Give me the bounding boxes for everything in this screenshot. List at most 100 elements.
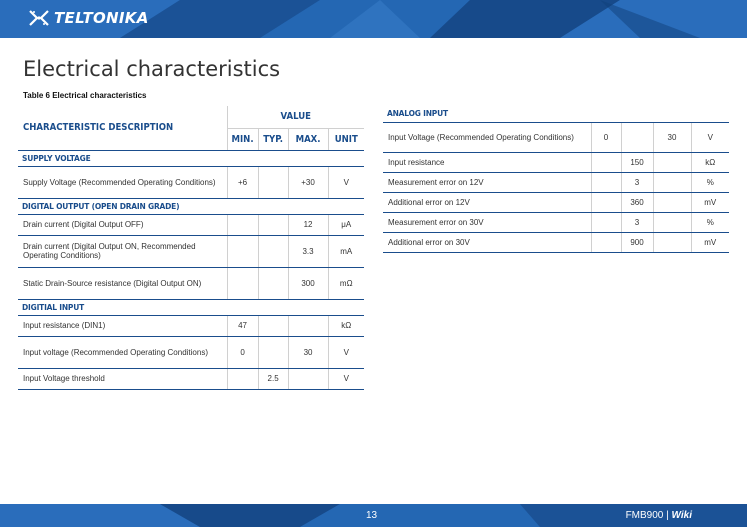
value-unit: %: [690, 212, 729, 233]
page-title: Electrical characteristics: [23, 57, 281, 81]
value-typ: [257, 336, 289, 369]
section-header: SUPPLY VOLTAGE: [18, 150, 364, 167]
table-row: Measurement error on 12V 3%: [383, 172, 729, 193]
table-row: Drain current (Digital Output ON, Recomm…: [18, 235, 364, 268]
table-row: Additional error on 30V 900 mV: [383, 232, 729, 253]
value-max: +30: [287, 166, 329, 199]
value-typ: [620, 122, 653, 153]
value-min: 47: [226, 315, 259, 337]
value-min: [226, 267, 259, 300]
value-min: [590, 232, 621, 253]
row-description: Input Voltage (Recommended Operating Con…: [383, 122, 591, 153]
logo-text: TELTONIKA: [54, 9, 149, 27]
table-row: Drain current (Digital Output OFF) 12 μA: [18, 214, 364, 236]
row-description: Additional error on 12V: [383, 192, 591, 213]
value-unit: mV: [690, 192, 729, 213]
value-unit: V: [327, 368, 364, 390]
value-min: [590, 152, 621, 173]
value-max: [652, 192, 691, 213]
value-min: +6: [226, 166, 259, 199]
value-unit: V: [690, 122, 729, 153]
table-row: Static Drain-Source resistance (Digital …: [18, 267, 364, 300]
row-description: Input resistance: [383, 152, 591, 173]
footer-background: [0, 504, 747, 527]
value-unit: μA: [327, 214, 364, 236]
column-header-max: MAX.: [287, 128, 329, 151]
value-unit: kΩ: [327, 315, 364, 337]
value-max: [652, 232, 691, 253]
value-typ: 360: [620, 192, 653, 213]
value-max: 30: [287, 336, 329, 369]
value-min: [590, 172, 621, 193]
column-header-value: VALUE: [226, 106, 364, 129]
wiki-link[interactable]: Wiki: [671, 510, 692, 521]
value-typ: 3: [620, 212, 653, 233]
row-description: Input voltage (Recommended Operating Con…: [18, 336, 227, 369]
table-row: Measurement error on 30V 3%: [383, 212, 729, 233]
page-number: 13: [366, 510, 378, 521]
table-row: Input voltage (Recommended Operating Con…: [18, 336, 364, 369]
row-description: Supply Voltage (Recommended Operating Co…: [18, 166, 227, 199]
value-typ: [257, 315, 289, 337]
value-max: 30: [652, 122, 691, 153]
value-unit: mV: [690, 232, 729, 253]
value-min: [590, 212, 621, 233]
section-header: DIGITAL OUTPUT (OPEN DRAIN GRADE): [18, 198, 364, 215]
row-description: Measurement error on 12V: [383, 172, 591, 193]
row-description: Additional error on 30V: [383, 232, 591, 253]
value-max: [652, 212, 691, 233]
value-typ: 900: [620, 232, 653, 253]
column-header-min: MIN.: [226, 128, 259, 151]
table-row: Input resistance 150 kΩ: [383, 152, 729, 173]
value-min: [226, 214, 259, 236]
value-max: 3.3: [287, 235, 329, 268]
analog-input-table: ANALOG INPUT Input Voltage (Recommended …: [383, 106, 729, 253]
value-max: 12: [287, 214, 329, 236]
header-background: [0, 0, 747, 38]
row-description: Static Drain-Source resistance (Digital …: [18, 267, 227, 300]
value-typ: [257, 267, 289, 300]
value-min: 0: [590, 122, 621, 153]
page-header: TELTONIKA: [0, 0, 747, 38]
value-min: [226, 235, 259, 268]
section-header-analog-input: ANALOG INPUT: [383, 106, 729, 123]
teltonika-logo[interactable]: TELTONIKA: [28, 9, 149, 27]
value-min: [590, 192, 621, 213]
row-description: Drain current (Digital Output OFF): [18, 214, 227, 236]
section-header: DIGITIAL INPUT: [18, 299, 364, 316]
electrical-characteristics-table: CHARACTERISTIC DESCRIPTION VALUE MIN. TY…: [18, 106, 364, 390]
teltonika-x-logo-icon: [29, 10, 49, 26]
row-description: Input resistance (DIN1): [18, 315, 227, 337]
value-unit: mA: [327, 235, 364, 268]
value-typ: 2.5: [257, 368, 289, 390]
product-name: FMB900: [625, 510, 664, 521]
value-max: [652, 152, 691, 173]
table-row: Input resistance (DIN1) 47 kΩ: [18, 315, 364, 337]
column-header-description: CHARACTERISTIC DESCRIPTION: [18, 106, 227, 151]
value-min: [226, 368, 259, 390]
value-max: 300: [287, 267, 329, 300]
value-unit: mΩ: [327, 267, 364, 300]
value-unit: kΩ: [690, 152, 729, 173]
table-caption: Table 6 Electrical characteristics: [23, 91, 147, 100]
value-unit: V: [327, 166, 364, 199]
value-typ: 3: [620, 172, 653, 193]
table-row: Additional error on 12V 360 mV: [383, 192, 729, 213]
value-unit: %: [690, 172, 729, 193]
row-description: Measurement error on 30V: [383, 212, 591, 233]
footer-separator: |: [666, 510, 669, 521]
table-row: Input Voltage threshold 2.5 V: [18, 368, 364, 390]
value-max: [287, 315, 329, 337]
table-row: Input Voltage (Recommended Operating Con…: [383, 122, 729, 153]
row-description: Drain current (Digital Output ON, Recomm…: [18, 235, 227, 268]
footer-product-label: FMB900 | Wiki: [626, 510, 692, 521]
value-typ: 150: [620, 152, 653, 173]
value-typ: [257, 166, 289, 199]
value-typ: [257, 235, 289, 268]
value-min: 0: [226, 336, 259, 369]
value-max: [287, 368, 329, 390]
value-typ: [257, 214, 289, 236]
table-row: Supply Voltage (Recommended Operating Co…: [18, 166, 364, 199]
column-header-unit: UNIT: [327, 128, 364, 151]
value-max: [652, 172, 691, 193]
